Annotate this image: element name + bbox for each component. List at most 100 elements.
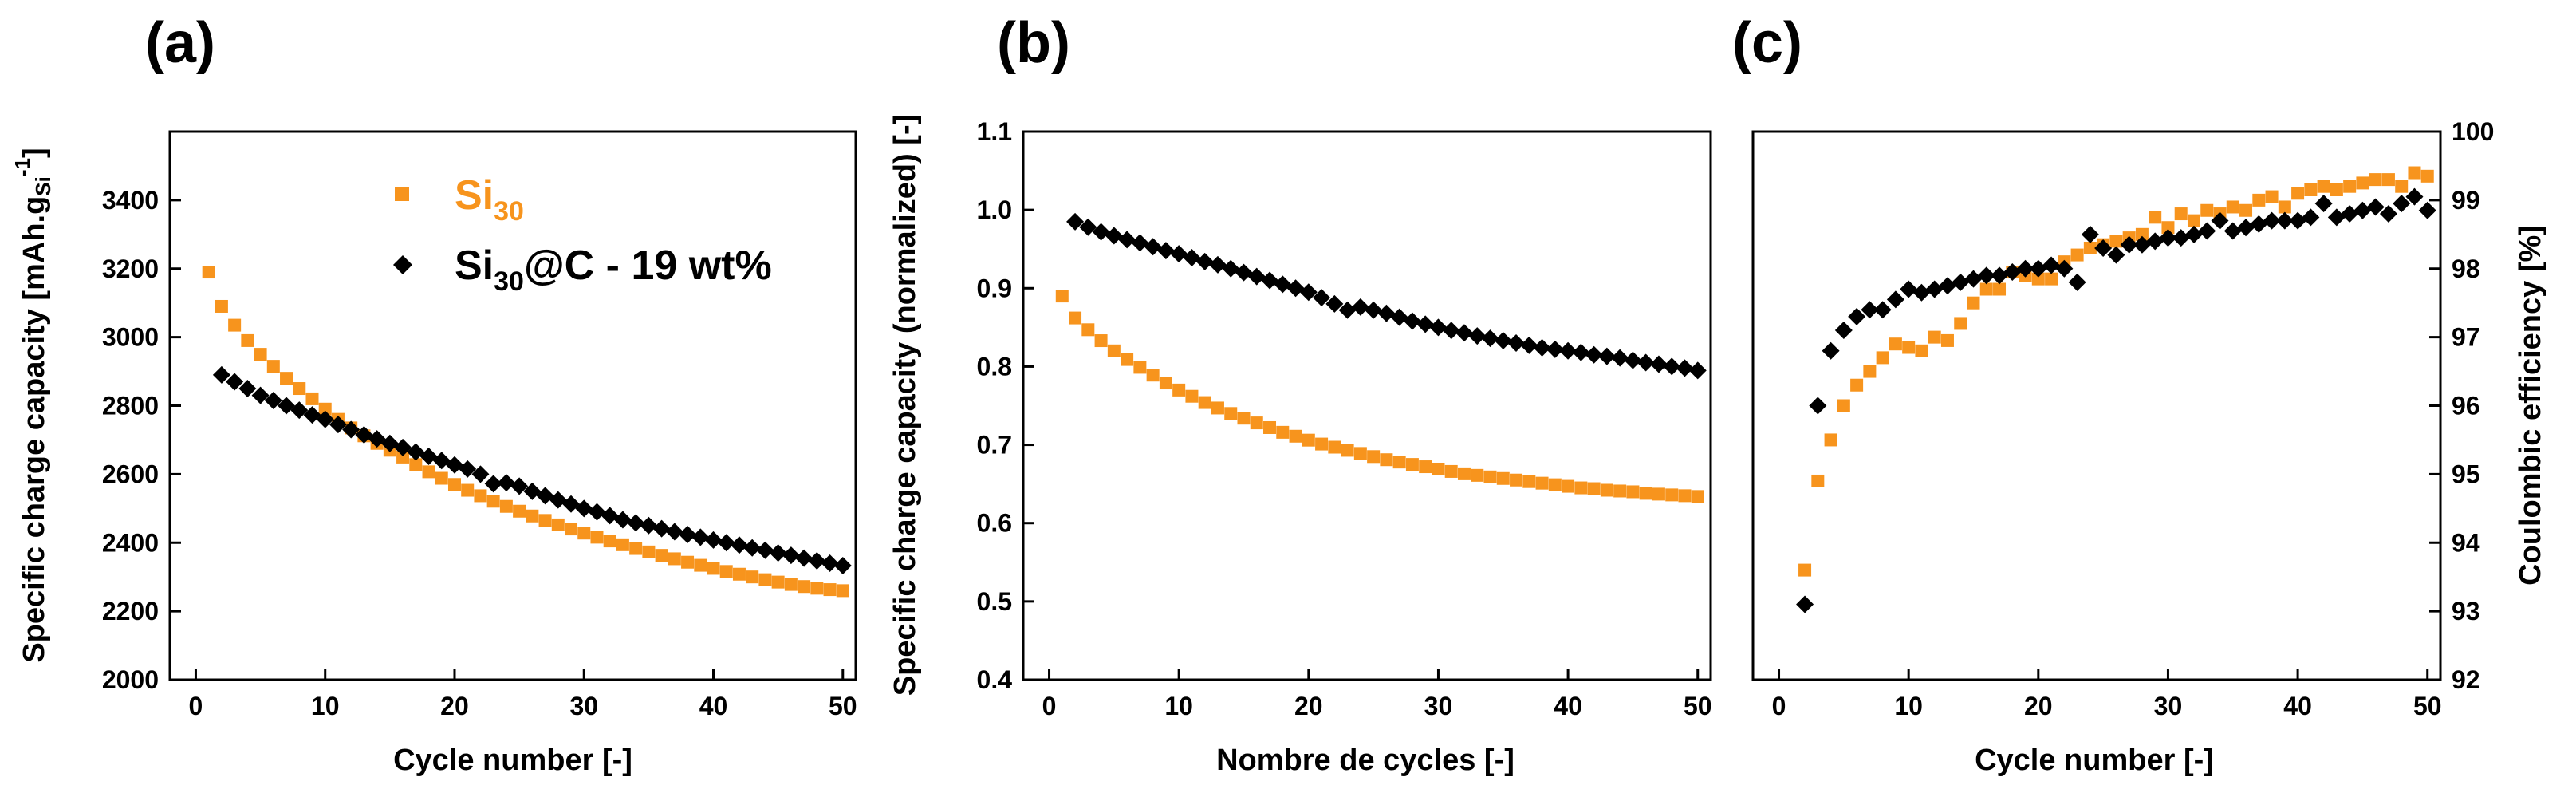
si30-point bbox=[2070, 248, 2084, 262]
si30-point bbox=[707, 562, 720, 575]
si30c-point bbox=[756, 541, 774, 559]
si30-point bbox=[642, 545, 656, 558]
y-tick-label: 2600 bbox=[102, 460, 159, 488]
x-tick-label: 10 bbox=[311, 692, 340, 720]
si30c-point bbox=[1991, 266, 2009, 285]
si30-point bbox=[1678, 489, 1692, 503]
si30c-point bbox=[1637, 353, 1655, 372]
si30-point bbox=[2109, 235, 2123, 248]
si30c-point bbox=[2172, 229, 2190, 247]
x-tick-label: 50 bbox=[2413, 692, 2442, 720]
si30-point bbox=[1237, 412, 1251, 425]
si30c-point bbox=[1299, 283, 1318, 302]
si30c-point bbox=[1338, 301, 1357, 319]
si30-point bbox=[1626, 485, 1640, 499]
x-tick-label: 30 bbox=[2154, 692, 2183, 720]
si30c-point bbox=[1597, 347, 1616, 365]
si30c-point bbox=[2184, 225, 2203, 243]
si30c-point bbox=[1325, 294, 1344, 313]
si30c-point bbox=[2393, 195, 2411, 213]
si30c-point bbox=[1208, 255, 1227, 274]
si30-point bbox=[1954, 317, 1967, 330]
si30c-point bbox=[1274, 275, 1292, 294]
y-tick-label: 1.0 bbox=[977, 195, 1012, 224]
si30-point bbox=[1837, 399, 1850, 412]
si30c-point bbox=[2211, 211, 2229, 230]
y-tick-label: 1.1 bbox=[977, 117, 1012, 146]
si30c-point bbox=[2029, 259, 2047, 278]
x-tick-label: 40 bbox=[699, 692, 728, 720]
si30c-point bbox=[1131, 234, 1149, 252]
si30-point bbox=[2161, 221, 2175, 235]
si30-point bbox=[2343, 180, 2357, 193]
si30-point bbox=[1574, 481, 1588, 495]
si30c-point bbox=[445, 456, 463, 474]
x-tick-label: 0 bbox=[1042, 692, 1057, 720]
si30c-point bbox=[549, 491, 567, 509]
si30-point bbox=[2369, 173, 2382, 187]
legend-si30c-name: Si bbox=[455, 243, 494, 289]
si30c-point bbox=[1079, 218, 1097, 236]
si30-point bbox=[1915, 344, 1928, 357]
si30-point bbox=[2420, 169, 2434, 183]
si30c-point bbox=[1676, 359, 1694, 377]
y-tick-label: 0.7 bbox=[977, 431, 1012, 460]
si30-point bbox=[810, 582, 824, 595]
panel-a-y-title-sub: Si bbox=[31, 176, 55, 196]
si30-point bbox=[732, 567, 746, 581]
si30-point bbox=[1211, 401, 1224, 415]
legend-si30c-suffix: @C - 19 wt% bbox=[524, 243, 772, 289]
si30c-point bbox=[1468, 327, 1487, 345]
si30c-point bbox=[821, 554, 839, 573]
si30-point bbox=[1457, 467, 1471, 480]
si30-point bbox=[1993, 282, 2007, 296]
panel-b-points bbox=[1055, 212, 1707, 503]
x-tick-label: 40 bbox=[1554, 692, 1582, 720]
si30c-point bbox=[2418, 201, 2436, 219]
si30c-point bbox=[575, 499, 593, 518]
si30-point bbox=[2317, 180, 2330, 193]
y-tick-label: 0.8 bbox=[977, 352, 1012, 381]
si30c-point bbox=[2379, 205, 2397, 223]
si30-point bbox=[2187, 214, 2200, 227]
si30-point bbox=[771, 575, 785, 589]
si30c-point bbox=[1559, 341, 1578, 360]
si30c-point bbox=[2250, 215, 2268, 233]
si30-point bbox=[1548, 478, 1562, 491]
si30c-point bbox=[769, 544, 787, 562]
y-tick-label: 3400 bbox=[102, 186, 159, 215]
si30c-point bbox=[1585, 345, 1603, 364]
si30c-point bbox=[342, 420, 360, 439]
si30c-point bbox=[2159, 229, 2177, 247]
si30c-point bbox=[264, 392, 282, 410]
si30-point bbox=[1276, 425, 1290, 439]
si30-point bbox=[1081, 323, 1095, 337]
y-tick-label: 100 bbox=[2452, 117, 2494, 146]
y-tick-label: 93 bbox=[2452, 597, 2480, 625]
panel-a-y-title-end: ] bbox=[18, 148, 51, 158]
si30c-point bbox=[2120, 235, 2138, 254]
x-tick-label: 20 bbox=[440, 692, 469, 720]
si30-point bbox=[2045, 272, 2058, 286]
panel-b-plot-frame bbox=[1022, 130, 1712, 681]
panel-c-label: (c) bbox=[1732, 11, 1802, 75]
si30c-point bbox=[290, 401, 309, 420]
si30c-point bbox=[394, 438, 412, 456]
si30c-point bbox=[316, 410, 334, 428]
si30-point bbox=[2395, 180, 2409, 193]
si30c-point bbox=[536, 487, 554, 505]
x-tick-label: 20 bbox=[2024, 692, 2053, 720]
si30c-point bbox=[1952, 273, 1970, 291]
si30-point bbox=[254, 348, 267, 361]
panel-a-y-ticks: 2000 2200 2400 2600 2800 3000 3200 3400 bbox=[102, 186, 181, 694]
si30c-point bbox=[1351, 298, 1369, 316]
si30-point bbox=[435, 471, 448, 485]
si30-point bbox=[694, 558, 707, 572]
si30c-point bbox=[1611, 349, 1629, 367]
legend-marker-si30 bbox=[395, 187, 409, 201]
y-tick-label: 2200 bbox=[102, 597, 159, 625]
legend-si30-sub: 30 bbox=[494, 196, 524, 227]
si30-point bbox=[1315, 437, 1329, 451]
si30-point bbox=[1185, 389, 1199, 403]
y-tick-label: 92 bbox=[2452, 665, 2480, 694]
